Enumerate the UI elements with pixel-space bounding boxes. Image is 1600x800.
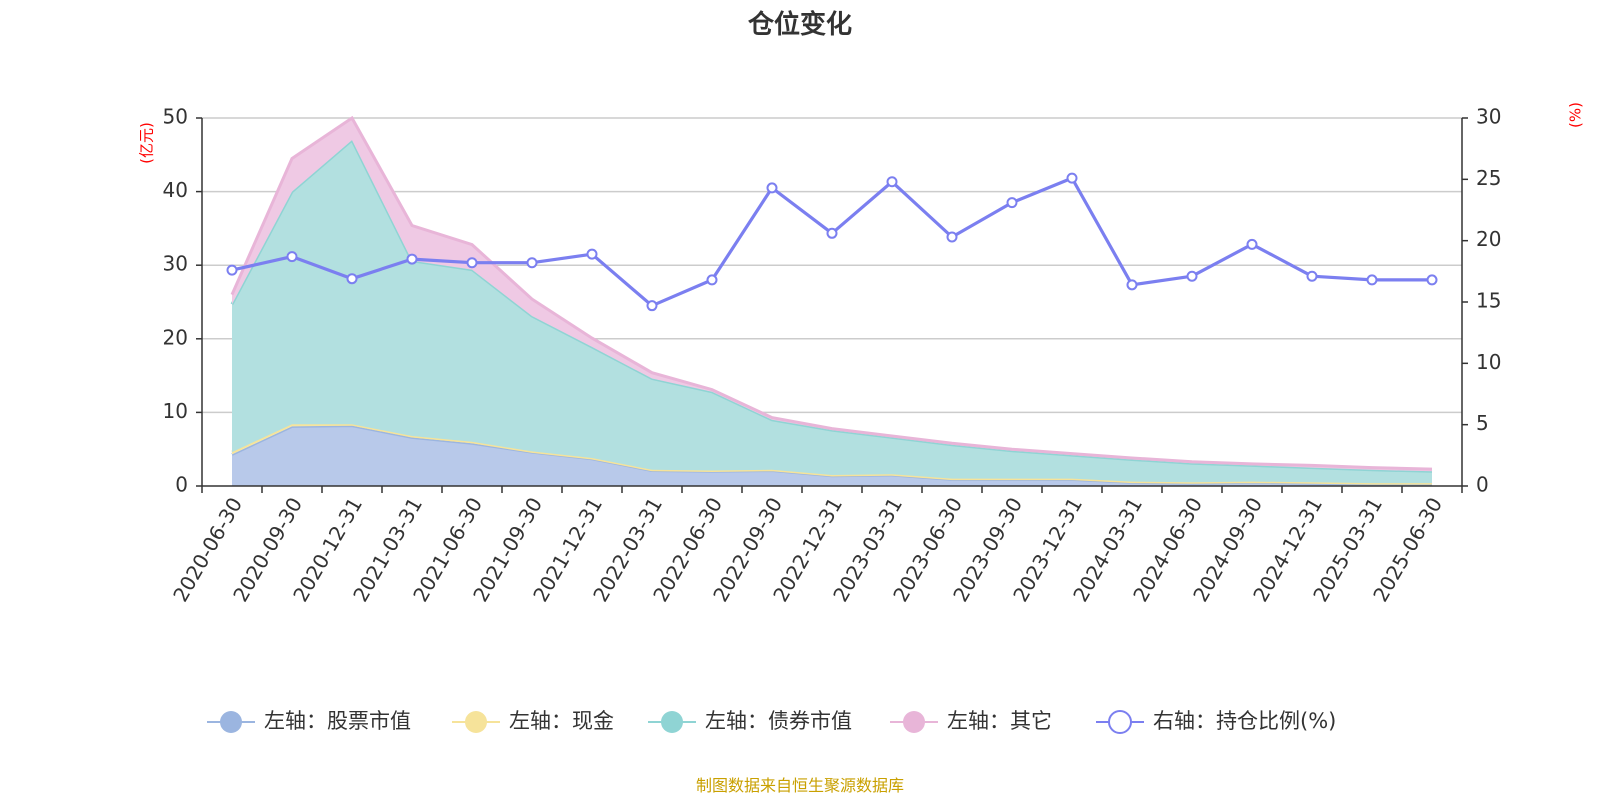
source-note: 制图数据来自恒生聚源数据库 [696,776,904,795]
ratio-point [1426,274,1438,286]
ratio-point [706,274,718,286]
ratio-point [826,227,838,239]
left-tick-label: 0 [175,473,188,497]
right-tick-label: 25 [1476,166,1501,190]
legend-item: 左轴：其它 [890,709,1052,733]
legend-marker [465,711,487,733]
left-tick-label: 20 [163,325,188,349]
right-tick-label: 5 [1476,411,1489,435]
ratio-point [1006,197,1018,209]
right-tick-label: 10 [1476,350,1501,374]
chart-title: 仓位变化 [747,9,852,40]
ratio-point [886,176,898,188]
left-tick-label: 50 [163,105,188,129]
ratio-point [1186,270,1198,282]
legend-item: 左轴：债券市值 [648,709,852,733]
legend-label: 左轴：股票市值 [264,709,411,733]
ratio-point [466,257,478,269]
ratio-point [1066,172,1078,184]
left-tick-label: 10 [163,399,188,423]
right-tick-label: 30 [1476,105,1501,129]
area-edge-4 [230,115,1433,471]
ratio-point [1126,279,1138,291]
legend-label: 左轴：其它 [947,709,1052,733]
ratio-point [1306,270,1318,282]
left-tick-label: 30 [163,252,188,276]
left-tick-label: 40 [163,178,188,202]
ratio-line [226,172,1438,312]
ratio-point [406,253,418,265]
legend-label: 左轴：债券市值 [705,709,852,733]
left-axis-unit: (亿元) [138,122,156,164]
ratio-point [526,257,538,269]
area-1 [232,425,1432,486]
legend-marker [220,711,242,733]
ratio-point [1366,274,1378,286]
ratio-point [226,264,238,276]
ratio-point [1246,238,1258,250]
ratio-point [286,251,298,263]
right-tick-label: 0 [1476,473,1489,497]
ratio-point [346,273,358,285]
ratio-point [586,248,598,260]
legend-item: 左轴：现金 [452,709,614,733]
right-axis-unit: (%) [1567,102,1585,128]
legend: 左轴：股票市值 左轴：现金 左轴：债券市值 左轴：其它 右轴：持仓比例(%) [207,709,1336,734]
legend-item: 左轴：股票市值 [207,709,411,733]
legend-marker [1108,710,1132,734]
legend-marker [903,711,925,733]
legend-label: 右轴：持仓比例(%) [1153,709,1336,733]
right-tick-label: 20 [1476,227,1501,251]
right-tick-label: 15 [1476,289,1501,313]
legend-marker [661,711,683,733]
area-3 [232,140,1432,484]
legend-item: 右轴：持仓比例(%) [1096,709,1336,734]
ratio-point [946,231,958,243]
legend-label: 左轴：现金 [509,709,614,733]
ratio-point [646,300,658,312]
ratio-point [766,182,778,194]
stacked-areas [230,115,1433,486]
